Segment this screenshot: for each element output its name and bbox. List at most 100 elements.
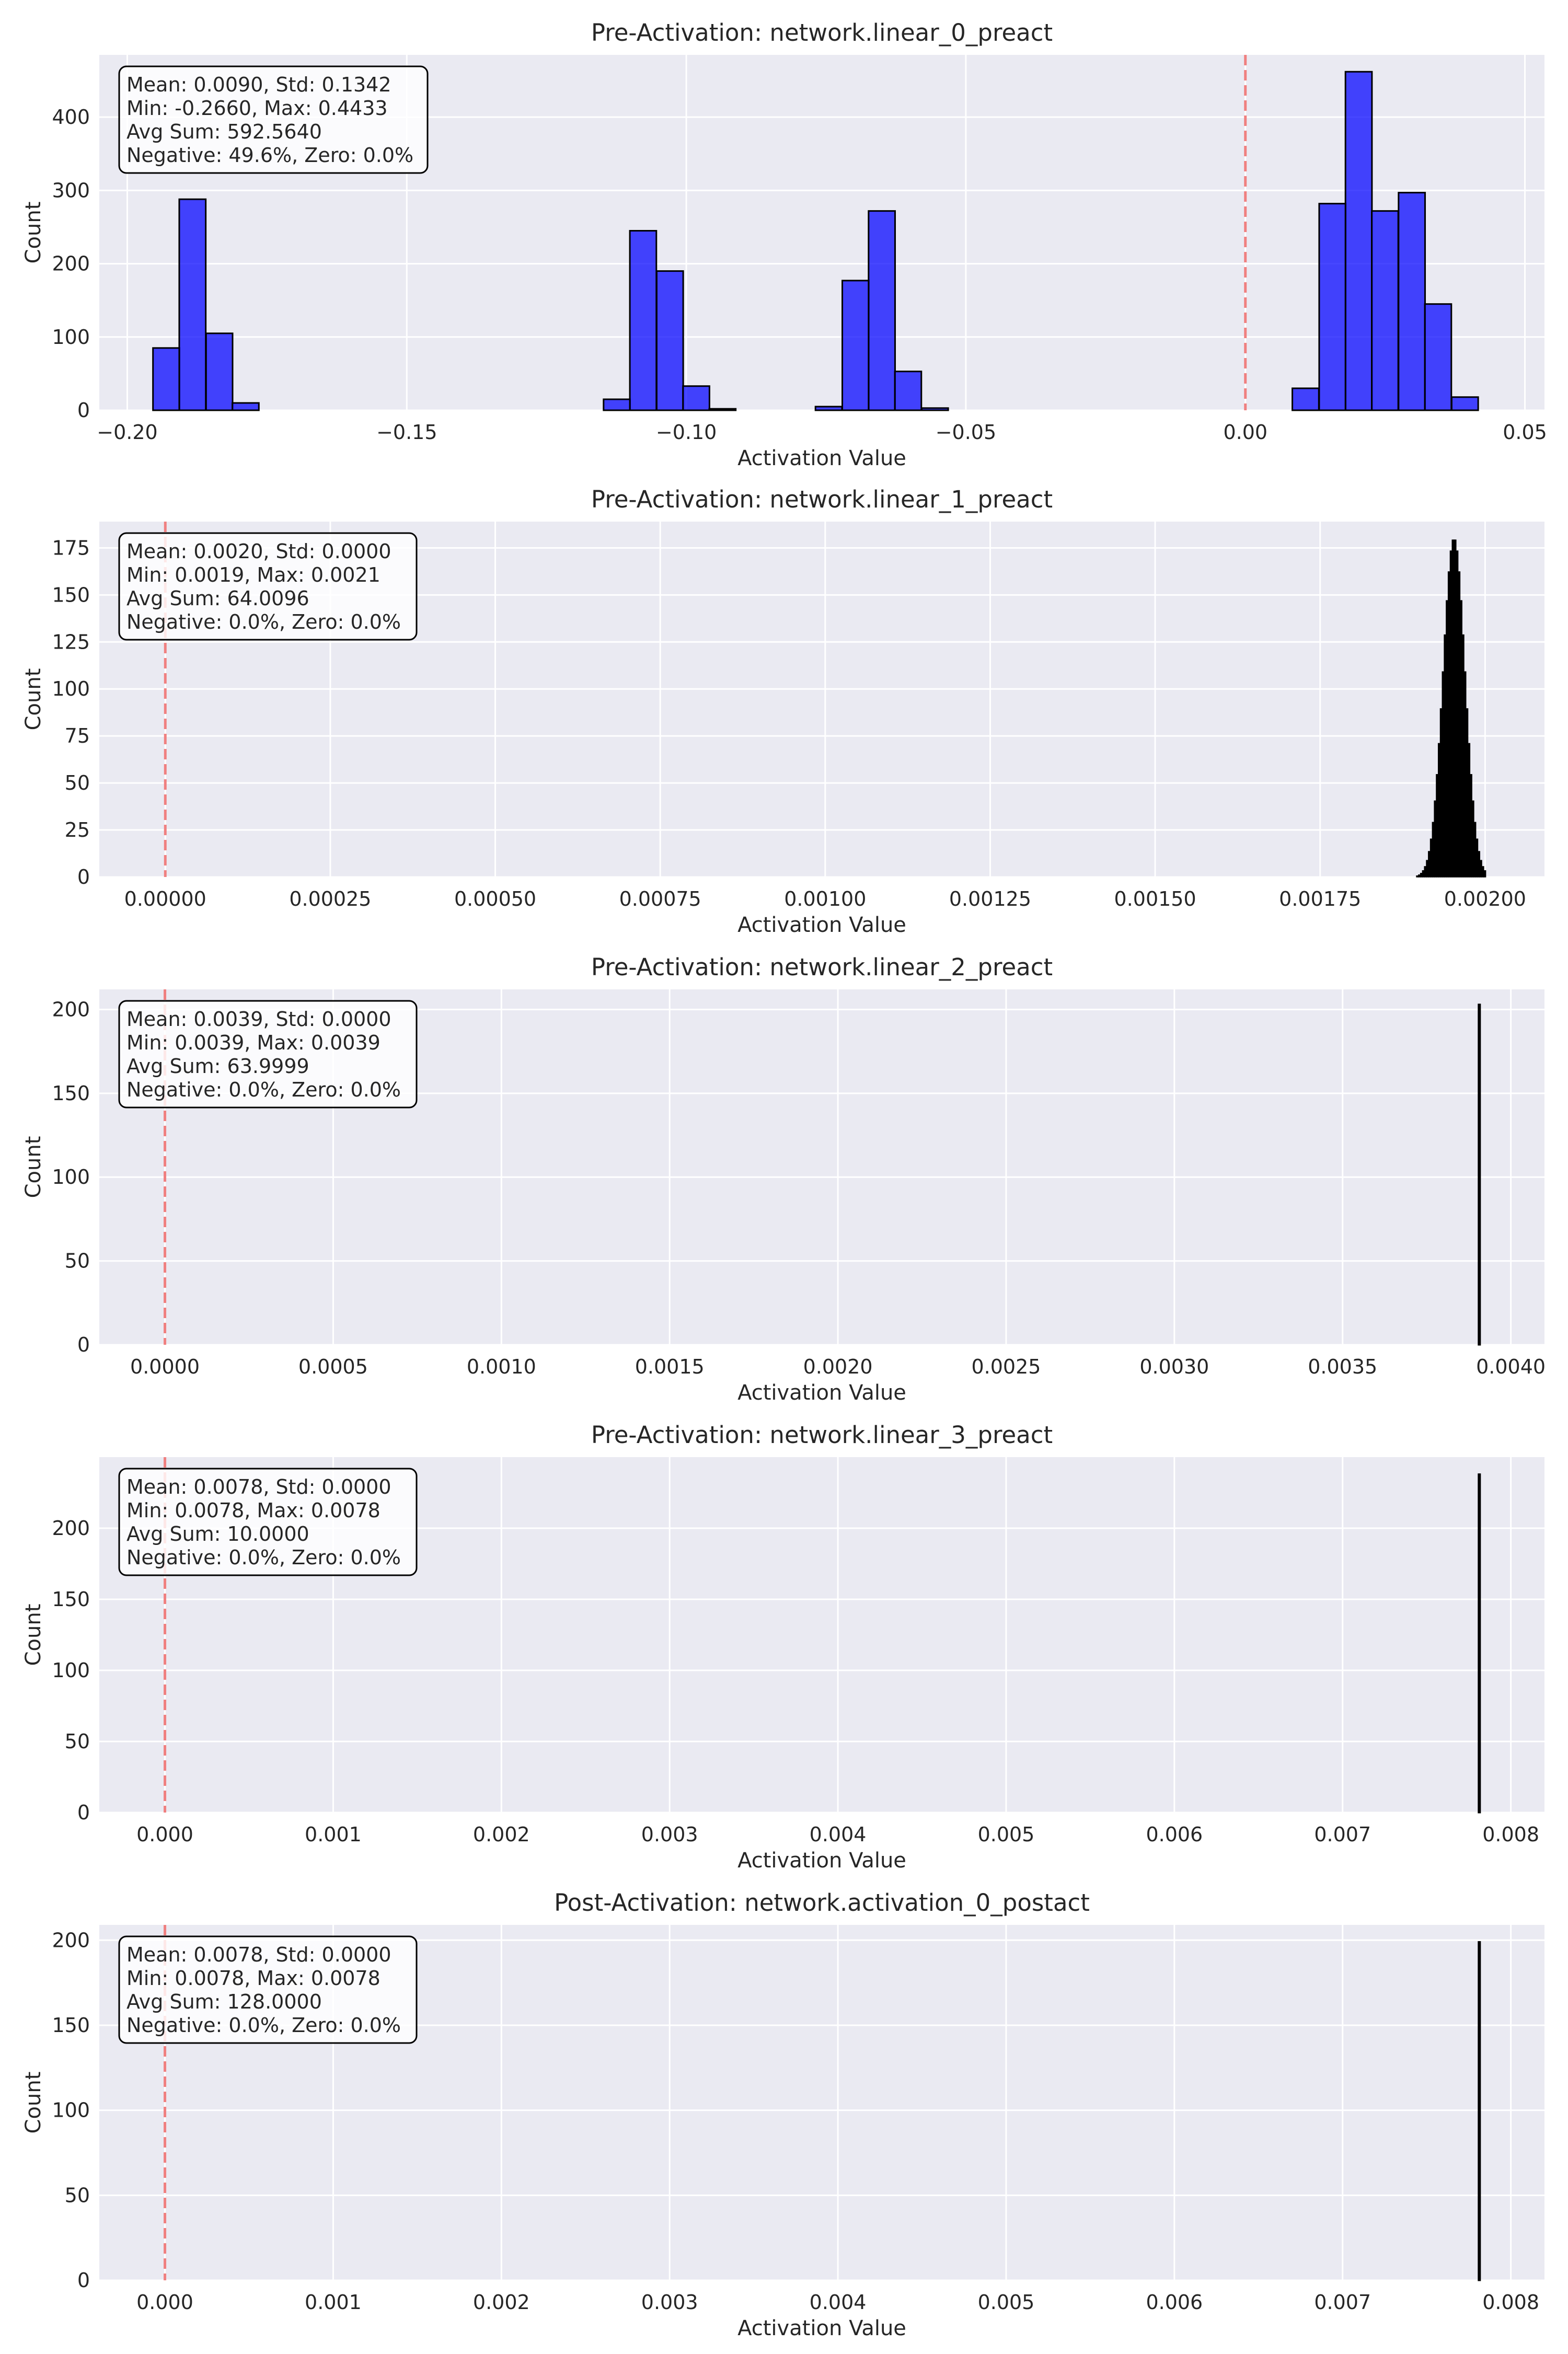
x-tick-label: 0.005 (978, 1823, 1035, 1846)
histogram-bar (708, 408, 737, 411)
histogram-bar (232, 402, 260, 411)
y-axis-label: Count (21, 668, 45, 731)
y-tick-label: 200 (52, 1929, 90, 1952)
y-tick-label: 125 (52, 630, 90, 653)
y-tick-label: 0 (77, 866, 90, 888)
x-tick-label: 0.002 (473, 1823, 530, 1846)
histogram-bar (1483, 870, 1486, 878)
x-tick-label: −0.15 (376, 421, 437, 444)
y-tick-label: 50 (65, 1730, 90, 1753)
y-tick-label: 200 (52, 998, 90, 1021)
chart-title: Pre-Activation: network.linear_0_preact (591, 19, 1053, 47)
stats-box (118, 1468, 418, 1576)
histogram-bar (1370, 210, 1399, 411)
y-axis-label: Count (21, 1604, 45, 1666)
histogram-bar (178, 198, 207, 411)
x-tick-label: −0.05 (936, 421, 996, 444)
stats-line: Mean: 0.0039, Std: 0.0000 (126, 1008, 391, 1031)
histogram-bar (1344, 71, 1373, 411)
histogram-bar (894, 371, 923, 411)
stats-line: Min: 0.0019, Max: 0.0021 (126, 563, 381, 586)
y-tick-label: 150 (52, 583, 90, 606)
x-tick-label: 0.00125 (949, 887, 1031, 910)
x-tick-label: 0.008 (1482, 2291, 1539, 2314)
y-tick-label: 0 (77, 399, 90, 422)
x-tick-label: 0.00150 (1114, 887, 1196, 910)
chart-title: Pre-Activation: network.linear_3_preact (591, 1421, 1053, 1449)
stats-line: Avg Sum: 592.5640 (126, 120, 322, 143)
y-tick-label: 100 (52, 326, 90, 349)
y-tick-label: 300 (52, 179, 90, 202)
x-tick-label: 0.05 (1503, 421, 1547, 444)
histogram-panel-4: 0.000 0.001 0.002 0.003 0.004 0.005 0.006 0.007… (21, 1889, 1544, 2340)
x-tick-label: 0.00025 (289, 887, 371, 910)
x-tick-label: 0.00100 (784, 887, 866, 910)
y-tick-label: 50 (65, 1250, 90, 1273)
x-tick-label: 0.005 (978, 2291, 1035, 2314)
y-tick-label: 150 (52, 1588, 90, 1611)
x-tick-label: 0.003 (641, 2291, 698, 2314)
chart-title: Pre-Activation: network.linear_1_preact (591, 486, 1053, 513)
stats-box (118, 65, 429, 174)
x-tick-label: 0.007 (1314, 1823, 1371, 1846)
x-tick-label: 0.000 (136, 2291, 193, 2314)
x-tick-label: 0.0010 (467, 1355, 536, 1378)
stats-line: Negative: 0.0%, Zero: 0.0% (126, 1078, 401, 1101)
x-tick-label: 0.004 (810, 2291, 867, 2314)
y-tick-label: 200 (52, 1517, 90, 1540)
y-tick-label: 0 (77, 1801, 90, 1824)
y-tick-label: 150 (52, 2014, 90, 2037)
histogram-bar (841, 280, 870, 411)
y-tick-label: 100 (52, 1166, 90, 1188)
y-tick-label: 0 (77, 2269, 90, 2292)
histogram-bar (629, 229, 658, 411)
stats-line: Min: 0.0078, Max: 0.0078 (126, 1967, 381, 1990)
y-tick-label: 200 (52, 252, 90, 275)
x-tick-label: 0.0015 (635, 1355, 705, 1378)
x-tick-label: −0.20 (97, 421, 157, 444)
x-axis-label: Activation Value (737, 913, 906, 937)
histogram-bar (603, 398, 631, 411)
histogram-bar (1424, 303, 1452, 411)
histogram-bar (868, 210, 896, 411)
y-tick-label: 25 (65, 818, 90, 841)
y-axis-label: Count (21, 202, 45, 264)
stats-line: Min: 0.0039, Max: 0.0039 (126, 1031, 381, 1054)
x-tick-label: 0.001 (305, 1823, 362, 1846)
histogram-panel-2: 0.0000 0.0005 0.0010 0.0015 0.0020 0.0025 0.00… (21, 953, 1546, 1405)
stats-line: Negative: 0.0%, Zero: 0.0% (126, 610, 401, 633)
histogram-bar (682, 385, 710, 411)
histogram-panel-1: 0.00000 0.00025 0.00050 0.00075 0.00100 0.001… (21, 486, 1544, 937)
histogram-bar (1478, 1473, 1481, 1814)
x-tick-label: 0.0005 (298, 1355, 368, 1378)
stats-line: Min: -0.2660, Max: 0.4433 (126, 97, 388, 120)
x-tick-label: 0.0020 (803, 1355, 873, 1378)
x-tick-label: 0.00075 (619, 887, 701, 910)
x-tick-label: 0.00175 (1279, 887, 1361, 910)
histogram-bar (1318, 203, 1347, 411)
histogram-bar (152, 347, 180, 411)
y-tick-label: 100 (52, 2099, 90, 2122)
chart-title: Post-Activation: network.activation_0_po… (554, 1889, 1090, 1917)
stats-line: Avg Sum: 64.0096 (126, 587, 309, 610)
x-tick-label: 0.00200 (1444, 887, 1526, 910)
y-axis-label: Count (21, 2072, 45, 2134)
x-tick-label: 0.002 (473, 2291, 530, 2314)
x-tick-label: 0.00 (1223, 421, 1267, 444)
histogram-bar (655, 270, 684, 411)
y-tick-label: 100 (52, 677, 90, 700)
histogram-bar (1478, 1003, 1481, 1346)
stats-line: Mean: 0.0090, Std: 0.1342 (126, 73, 391, 96)
x-tick-label: 0.006 (1146, 2291, 1203, 2314)
histogram-panel-0: −0.20 −0.15 −0.10 −0.05 0.00 0.05 0 100 200 300 40… (21, 19, 1547, 470)
x-tick-label: 0.007 (1314, 2291, 1371, 2314)
stats-line: Mean: 0.0020, Std: 0.0000 (126, 540, 391, 563)
stats-line: Min: 0.0078, Max: 0.0078 (126, 1499, 381, 1522)
x-axis-label: Activation Value (737, 1381, 906, 1405)
chart-title: Pre-Activation: network.linear_2_preact (591, 953, 1053, 981)
y-tick-label: 75 (65, 724, 90, 747)
x-axis-label: Activation Value (737, 1849, 906, 1873)
y-tick-label: 50 (65, 771, 90, 794)
histogram-bar (1450, 396, 1479, 411)
x-tick-label: 0.0040 (1476, 1355, 1546, 1378)
